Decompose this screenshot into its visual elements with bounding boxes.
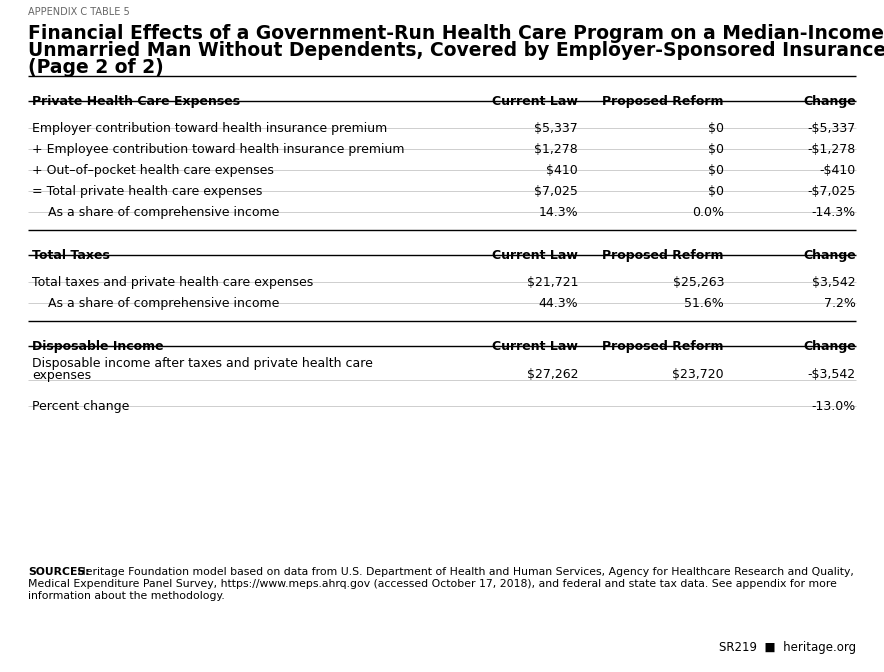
Text: 14.3%: 14.3% <box>538 206 578 219</box>
Text: Employer contribution toward health insurance premium: Employer contribution toward health insu… <box>32 122 387 135</box>
Text: $7,025: $7,025 <box>534 185 578 198</box>
Text: As a share of comprehensive income: As a share of comprehensive income <box>48 297 279 310</box>
Text: Total taxes and private health care expenses: Total taxes and private health care expe… <box>32 276 313 289</box>
Text: Unmarried Man Without Dependents, Covered by Employer-Sponsored Insurance: Unmarried Man Without Dependents, Covere… <box>28 41 884 60</box>
Text: expenses: expenses <box>32 369 91 382</box>
Text: SR219  ■  heritage.org: SR219 ■ heritage.org <box>719 641 856 654</box>
Text: $23,720: $23,720 <box>673 368 724 381</box>
Text: Proposed Reform: Proposed Reform <box>603 340 724 353</box>
Text: -$5,337: -$5,337 <box>808 122 856 135</box>
Text: Change: Change <box>804 95 856 108</box>
Text: $410: $410 <box>546 164 578 177</box>
Text: Change: Change <box>804 249 856 262</box>
Text: Current Law: Current Law <box>492 249 578 262</box>
Text: $3,542: $3,542 <box>812 276 856 289</box>
Text: Change: Change <box>804 340 856 353</box>
Text: $0: $0 <box>708 164 724 177</box>
Text: Financial Effects of a Government-Run Health Care Program on a Median-Income: Financial Effects of a Government-Run He… <box>28 24 884 43</box>
Text: $27,262: $27,262 <box>527 368 578 381</box>
Text: information about the methodology.: information about the methodology. <box>28 591 225 601</box>
Text: $25,263: $25,263 <box>673 276 724 289</box>
Text: Proposed Reform: Proposed Reform <box>603 95 724 108</box>
Text: $5,337: $5,337 <box>534 122 578 135</box>
Text: 51.6%: 51.6% <box>684 297 724 310</box>
Text: Private Health Care Expenses: Private Health Care Expenses <box>32 95 240 108</box>
Text: Medical Expenditure Panel Survey, https://www.meps.ahrq.gov (accessed October 17: Medical Expenditure Panel Survey, https:… <box>28 579 837 589</box>
Text: -$410: -$410 <box>819 164 856 177</box>
Text: -14.3%: -14.3% <box>812 206 856 219</box>
Text: -$1,278: -$1,278 <box>808 143 856 156</box>
Text: As a share of comprehensive income: As a share of comprehensive income <box>48 206 279 219</box>
Text: 0.0%: 0.0% <box>692 206 724 219</box>
Text: Disposable Income: Disposable Income <box>32 340 164 353</box>
Text: Current Law: Current Law <box>492 95 578 108</box>
Text: -$3,542: -$3,542 <box>808 368 856 381</box>
Text: $0: $0 <box>708 185 724 198</box>
Text: APPENDIX C TABLE 5: APPENDIX C TABLE 5 <box>28 7 130 17</box>
Text: Current Law: Current Law <box>492 340 578 353</box>
Text: Percent change: Percent change <box>32 400 129 413</box>
Text: Heritage Foundation model based on data from U.S. Department of Health and Human: Heritage Foundation model based on data … <box>74 567 854 577</box>
Text: + Out–of–pocket health care expenses: + Out–of–pocket health care expenses <box>32 164 274 177</box>
Text: Total Taxes: Total Taxes <box>32 249 110 262</box>
Text: -13.0%: -13.0% <box>812 400 856 413</box>
Text: Proposed Reform: Proposed Reform <box>603 249 724 262</box>
Text: SOURCES:: SOURCES: <box>28 567 89 577</box>
Text: (Page 2 of 2): (Page 2 of 2) <box>28 58 164 77</box>
Text: $21,721: $21,721 <box>527 276 578 289</box>
Text: 7.2%: 7.2% <box>824 297 856 310</box>
Text: Disposable income after taxes and private health care: Disposable income after taxes and privat… <box>32 357 373 370</box>
Text: $0: $0 <box>708 143 724 156</box>
Text: = Total private health care expenses: = Total private health care expenses <box>32 185 263 198</box>
Text: -$7,025: -$7,025 <box>808 185 856 198</box>
Text: + Employee contribution toward health insurance premium: + Employee contribution toward health in… <box>32 143 405 156</box>
Text: $1,278: $1,278 <box>534 143 578 156</box>
Text: 44.3%: 44.3% <box>538 297 578 310</box>
Text: $0: $0 <box>708 122 724 135</box>
